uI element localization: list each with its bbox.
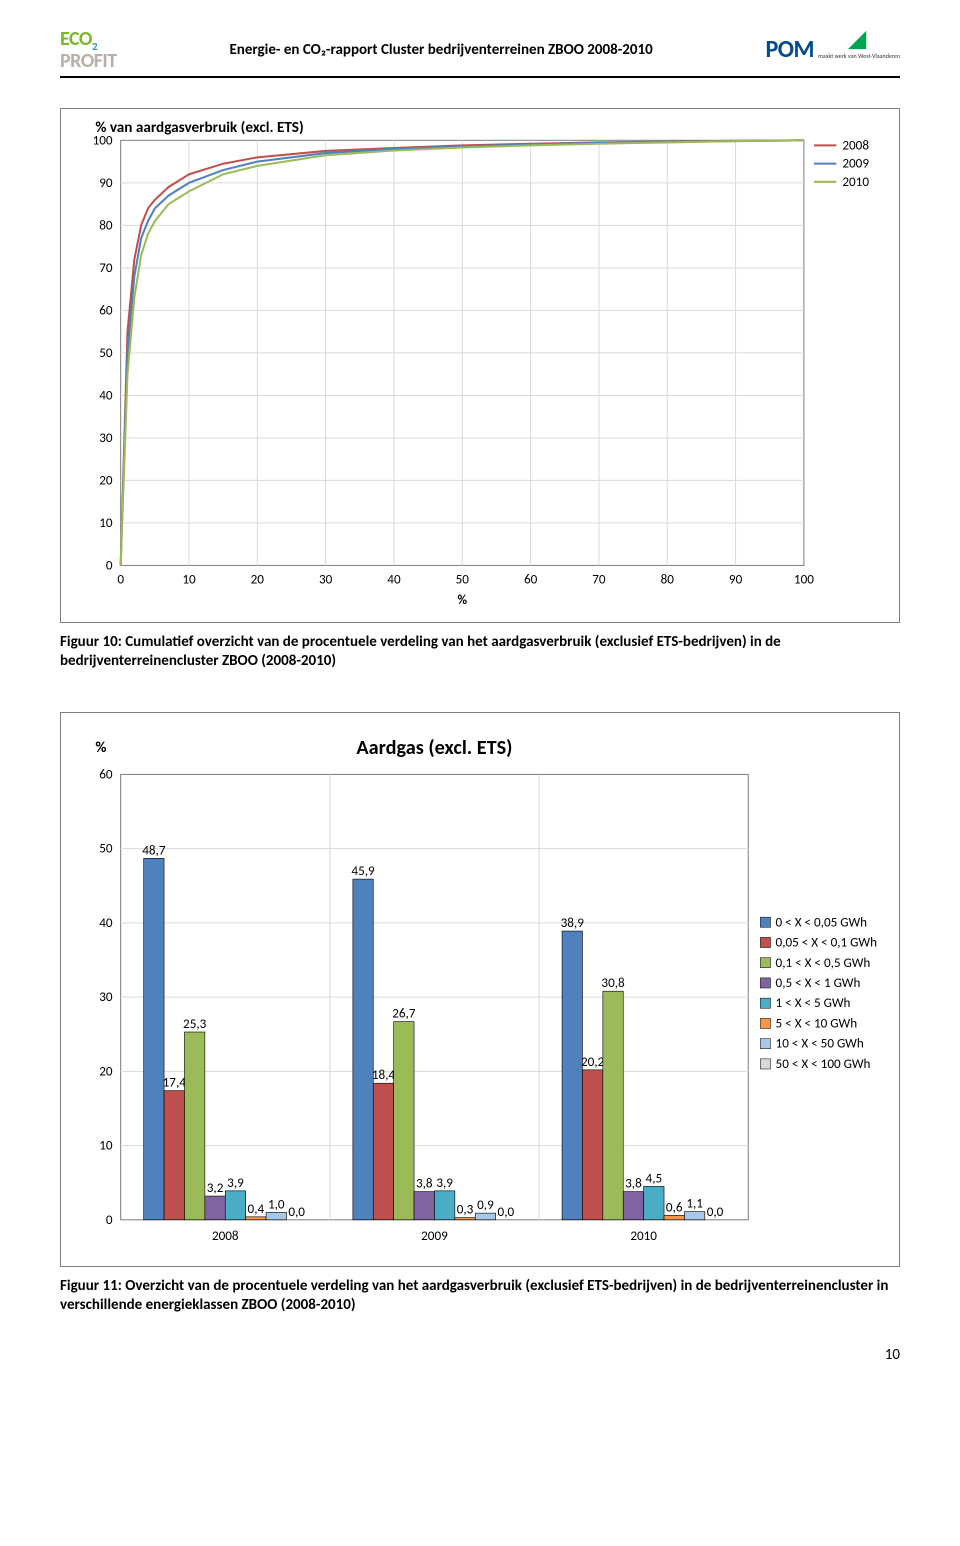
svg-text:3,8: 3,8 bbox=[625, 1174, 642, 1191]
svg-text:10 < X < 50 GWh: 10 < X < 50 GWh bbox=[776, 1035, 864, 1052]
svg-text:10: 10 bbox=[182, 571, 196, 588]
svg-text:40: 40 bbox=[99, 914, 113, 931]
logo-pom-glyph-icon: ◢ bbox=[849, 25, 866, 52]
logo-pom-text: POM bbox=[765, 35, 813, 64]
svg-text:%: % bbox=[457, 591, 467, 608]
svg-text:0,6: 0,6 bbox=[666, 1198, 683, 1215]
svg-text:60: 60 bbox=[524, 571, 538, 588]
svg-text:0,5 < X < 1 GWh: 0,5 < X < 1 GWh bbox=[776, 974, 861, 991]
svg-text:2010: 2010 bbox=[842, 173, 869, 190]
svg-text:2008: 2008 bbox=[212, 1227, 239, 1244]
svg-text:0,9: 0,9 bbox=[477, 1196, 494, 1213]
svg-text:90: 90 bbox=[729, 571, 743, 588]
logo-pom-subtitle: maakt werk van West-Vlaanderen bbox=[818, 52, 900, 60]
svg-text:1 < X < 5 GWh: 1 < X < 5 GWh bbox=[776, 994, 851, 1011]
line-chart-container: 0 10 20 30 40 50 60 70 80 90 100 0 10 20 30 40 50 60 70 80 9… bbox=[60, 108, 900, 623]
svg-text:0,0: 0,0 bbox=[707, 1203, 724, 1220]
svg-text:60: 60 bbox=[99, 765, 113, 782]
svg-text:20: 20 bbox=[251, 571, 265, 588]
svg-text:26,7: 26,7 bbox=[392, 1004, 416, 1021]
svg-text:0: 0 bbox=[117, 571, 124, 588]
svg-text:2008: 2008 bbox=[842, 136, 869, 153]
figure-10-caption: Figuur 10: Cumulatief overzicht van de p… bbox=[60, 633, 900, 672]
svg-text:0,4: 0,4 bbox=[248, 1200, 265, 1217]
svg-text:0,0: 0,0 bbox=[498, 1203, 515, 1220]
svg-text:50: 50 bbox=[99, 840, 113, 857]
svg-text:3,2: 3,2 bbox=[207, 1179, 224, 1196]
bar-chart-container: 0 10 20 30 40 50 60% Aardgas (excl. ETS) 48,7 17,… bbox=[60, 712, 900, 1267]
svg-text:3,9: 3,9 bbox=[227, 1174, 244, 1191]
svg-text:18,4: 18,4 bbox=[372, 1066, 396, 1083]
svg-text:25,3: 25,3 bbox=[183, 1015, 207, 1032]
svg-text:50 < X < 100 GWh: 50 < X < 100 GWh bbox=[776, 1055, 871, 1072]
svg-text:1,0: 1,0 bbox=[268, 1195, 285, 1212]
svg-text:0: 0 bbox=[106, 1211, 113, 1228]
logo-left-top: ECO bbox=[60, 27, 92, 51]
page-number: 10 bbox=[60, 1346, 900, 1364]
svg-text:5 < X < 10 GWh: 5 < X < 10 GWh bbox=[776, 1014, 858, 1031]
logo-pom: POM ◢ maakt werk van West-Vlaanderen bbox=[765, 35, 900, 64]
svg-text:20: 20 bbox=[99, 1062, 113, 1079]
svg-text:80: 80 bbox=[661, 571, 675, 588]
svg-text:70: 70 bbox=[99, 259, 113, 276]
svg-text:% van aardgasverbruik (excl. E: % van aardgasverbruik (excl. ETS) bbox=[95, 119, 303, 137]
svg-text:30: 30 bbox=[99, 988, 113, 1005]
svg-text:3,9: 3,9 bbox=[436, 1174, 453, 1191]
svg-text:10: 10 bbox=[99, 514, 113, 531]
svg-text:38,9: 38,9 bbox=[561, 914, 585, 931]
svg-text:20: 20 bbox=[99, 471, 113, 488]
svg-text:0,1 < X < 0,5 GWh: 0,1 < X < 0,5 GWh bbox=[776, 954, 871, 971]
svg-text:30: 30 bbox=[319, 571, 333, 588]
svg-text:2009: 2009 bbox=[842, 155, 869, 172]
doc-title: Energie- en CO₂-rapport Cluster bedrijve… bbox=[117, 41, 766, 59]
bar-chart: 0 10 20 30 40 50 60% Aardgas (excl. ETS) 48,7 17,… bbox=[65, 717, 895, 1257]
svg-text:70: 70 bbox=[592, 571, 606, 588]
svg-text:10: 10 bbox=[99, 1137, 113, 1154]
svg-text:80: 80 bbox=[99, 216, 113, 233]
svg-text:30: 30 bbox=[99, 429, 113, 446]
page-header: ECO2 PROFIT Energie- en CO₂-rapport Clus… bbox=[60, 30, 900, 78]
svg-text:90: 90 bbox=[99, 174, 113, 191]
svg-text:30,8: 30,8 bbox=[601, 974, 625, 991]
svg-text:50: 50 bbox=[99, 344, 113, 361]
figure-11-caption: Figuur 11: Overzicht van de procentuele … bbox=[60, 1277, 900, 1316]
svg-text:2009: 2009 bbox=[421, 1227, 448, 1244]
svg-text:40: 40 bbox=[387, 571, 401, 588]
svg-text:45,9: 45,9 bbox=[351, 862, 375, 879]
logo-left-bottom: PROFIT bbox=[60, 52, 117, 70]
logo-ecoprofit: ECO2 PROFIT bbox=[60, 30, 117, 70]
svg-text:0,0: 0,0 bbox=[288, 1203, 305, 1220]
svg-text:1,1: 1,1 bbox=[686, 1194, 703, 1211]
svg-text:3,8: 3,8 bbox=[416, 1174, 433, 1191]
svg-text:2010: 2010 bbox=[630, 1227, 657, 1244]
svg-text:20,2: 20,2 bbox=[581, 1053, 605, 1070]
svg-text:40: 40 bbox=[99, 386, 113, 403]
svg-text:0: 0 bbox=[106, 556, 113, 573]
line-chart: 0 10 20 30 40 50 60 70 80 90 100 0 10 20 30 40 50 60 70 80 9… bbox=[65, 113, 895, 613]
svg-text:%: % bbox=[95, 739, 106, 757]
svg-text:100: 100 bbox=[794, 571, 814, 588]
svg-text:17,4: 17,4 bbox=[163, 1073, 187, 1090]
svg-text:0,05 < X < 0,1 GWh: 0,05 < X < 0,1 GWh bbox=[776, 933, 878, 950]
svg-text:0 < X < 0,05 GWh: 0 < X < 0,05 GWh bbox=[776, 913, 868, 930]
svg-text:4,5: 4,5 bbox=[646, 1169, 663, 1186]
svg-text:Aardgas (excl. ETS): Aardgas (excl. ETS) bbox=[356, 736, 512, 760]
svg-text:0,3: 0,3 bbox=[457, 1200, 474, 1217]
svg-text:50: 50 bbox=[456, 571, 470, 588]
svg-text:60: 60 bbox=[99, 301, 113, 318]
svg-text:48,7: 48,7 bbox=[142, 841, 166, 858]
